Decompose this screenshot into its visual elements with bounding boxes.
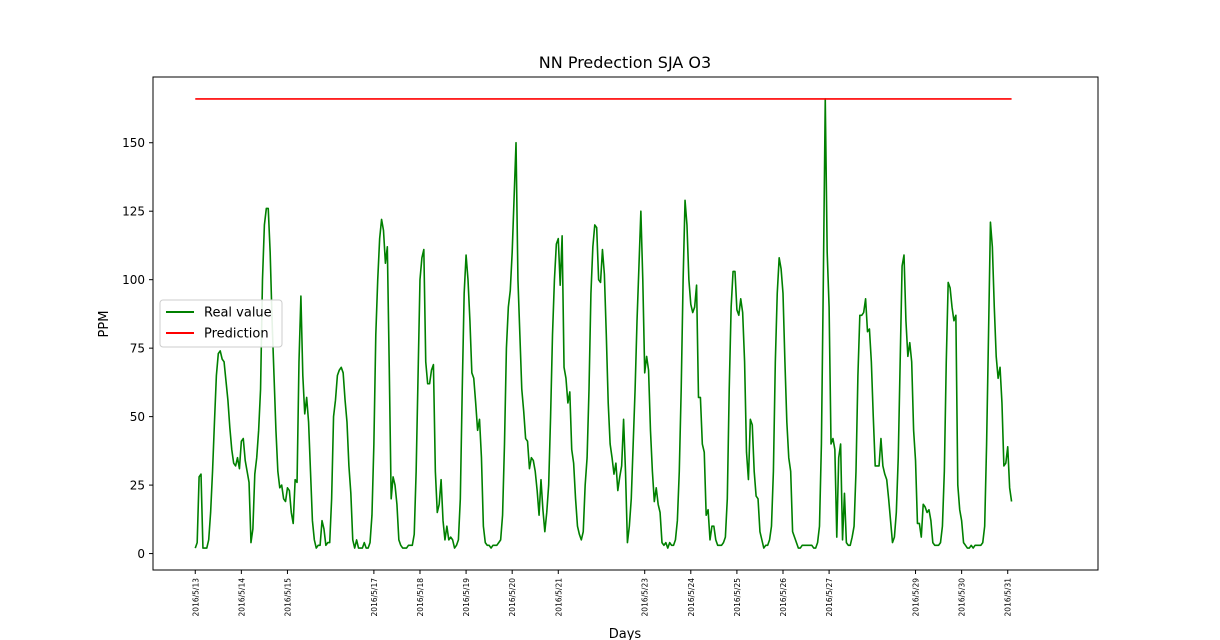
x-tick-label: 2016/5/17: [370, 578, 379, 617]
real-value-line: [194, 98, 1013, 549]
x-axis: 2016/5/13 2016/5/14 2016/5/15 2016/5/17 2016…: [191, 570, 1013, 617]
x-tick-label: 2016/5/27: [825, 578, 834, 617]
plot-frame: [152, 76, 1099, 571]
y-tick-label: 150: [122, 136, 145, 150]
legend-label: Real value: [204, 306, 272, 321]
series-layer: [194, 98, 1013, 549]
y-axis-label: PPM: [97, 311, 112, 338]
y-tick-label: 100: [122, 273, 145, 287]
y-tick-label: 0: [137, 547, 145, 561]
x-tick-label: 2016/5/13: [191, 578, 200, 617]
x-tick-label: 2016/5/21: [554, 578, 563, 617]
y-tick-label: 125: [122, 205, 145, 219]
y-tick-label: 50: [130, 410, 145, 424]
chart-title: NN Predection SJA O3: [539, 53, 711, 72]
y-tick-label: 75: [130, 342, 145, 356]
x-tick-label: 2016/5/20: [508, 578, 517, 617]
x-tick-label: 2016/5/14: [237, 578, 246, 617]
legend: Real value Prediction: [159, 299, 283, 348]
x-tick-label: 2016/5/15: [283, 578, 292, 617]
x-tick-label: 2016/5/19: [462, 578, 471, 617]
x-tick-label: 2016/5/29: [912, 578, 921, 617]
x-tick-label: 2016/5/26: [779, 578, 788, 617]
x-tick-label: 2016/5/25: [733, 578, 742, 617]
x-tick-label: 2016/5/31: [1004, 578, 1013, 617]
x-tick-label: 2016/5/30: [958, 578, 967, 617]
legend-label: Prediction: [204, 327, 269, 342]
x-axis-label: Days: [609, 627, 642, 640]
x-tick-label: 2016/5/18: [416, 578, 425, 617]
x-tick-label: 2016/5/23: [641, 578, 650, 617]
y-tick-label: 25: [130, 479, 145, 493]
y-axis: 0 25 50 75 100 125 150: [122, 136, 153, 561]
x-tick-label: 2016/5/24: [687, 578, 696, 617]
